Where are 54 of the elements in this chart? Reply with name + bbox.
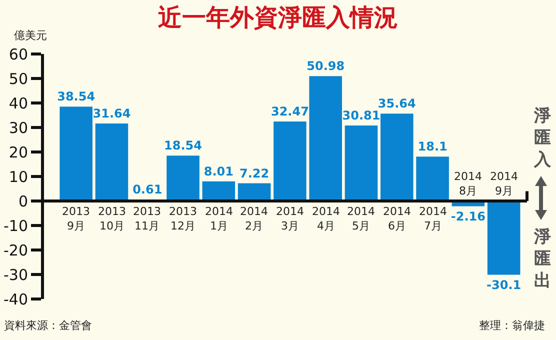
data-label: 18.1 bbox=[418, 140, 448, 154]
y-tick-label: -20 bbox=[4, 241, 28, 260]
data-label: 35.64 bbox=[378, 96, 416, 111]
text: 淨匯出 bbox=[533, 227, 551, 292]
x-tick-label: 2014 3月 bbox=[276, 205, 304, 232]
bar bbox=[344, 126, 378, 201]
x-tick-label: 2014 9月 bbox=[490, 170, 518, 198]
y-tick-label: -40 bbox=[4, 290, 28, 308]
bar bbox=[202, 181, 236, 201]
data-label: 30.81 bbox=[342, 108, 380, 123]
y-axis-title: 億美元 bbox=[14, 29, 47, 42]
data-label: -30.1 bbox=[486, 278, 522, 292]
data-label: 0.61 bbox=[132, 182, 162, 197]
y-tick-label: 20 bbox=[8, 143, 28, 162]
bar bbox=[166, 156, 200, 201]
bar bbox=[60, 106, 92, 201]
x-tick-label: 2014 4月 bbox=[312, 205, 340, 232]
y-tick-label: 40 bbox=[8, 94, 28, 112]
x-tick-label: 2014 1月 bbox=[205, 205, 233, 232]
y-tick-label: 50 bbox=[8, 70, 28, 88]
y-tick-label: -10 bbox=[4, 216, 28, 235]
bar bbox=[238, 183, 271, 201]
source-note: 資料來源：金管會 bbox=[4, 319, 92, 332]
data-label: 7.22 bbox=[240, 166, 270, 180]
y-tick-label: 0 bbox=[18, 192, 28, 210]
bar bbox=[380, 114, 414, 201]
y-tick-label: 60 bbox=[8, 45, 28, 64]
bar bbox=[416, 156, 449, 201]
data-label: -2.16 bbox=[450, 209, 486, 224]
y-tick-label: 30 bbox=[8, 118, 28, 137]
bar bbox=[95, 123, 128, 201]
x-tick-label: 2013 10月 bbox=[98, 205, 126, 232]
x-tick-label: 2013 9月 bbox=[62, 205, 90, 232]
data-label: 38.54 bbox=[57, 90, 96, 104]
text: 整理：翁偉捷 bbox=[479, 319, 545, 332]
text: 淨匯入 bbox=[533, 106, 552, 170]
x-tick-label: 2014 7月 bbox=[419, 205, 447, 232]
data-label: 50.98 bbox=[306, 59, 345, 74]
y-tick-label: 10 bbox=[8, 168, 28, 186]
data-label: 31.64 bbox=[92, 106, 131, 120]
x-tick-label: 2013 11月 bbox=[133, 205, 161, 232]
x-tick-label: 2014 6月 bbox=[383, 205, 411, 232]
x-tick-label: 2014 8月 bbox=[454, 170, 482, 198]
chart-title: 近一年外資淨匯入情況 bbox=[158, 3, 398, 32]
data-label: 18.54 bbox=[164, 138, 202, 153]
bar bbox=[309, 76, 342, 201]
bar bbox=[274, 121, 306, 201]
data-label: 32.47 bbox=[270, 104, 309, 118]
x-tick-label: 2014 2月 bbox=[240, 205, 268, 232]
y-tick-label: -30 bbox=[4, 266, 28, 284]
bar bbox=[487, 201, 520, 275]
x-tick-label: 2014 5月 bbox=[347, 205, 375, 232]
data-label: 8.01 bbox=[204, 164, 234, 178]
x-tick-label: 2013 12月 bbox=[169, 205, 197, 232]
